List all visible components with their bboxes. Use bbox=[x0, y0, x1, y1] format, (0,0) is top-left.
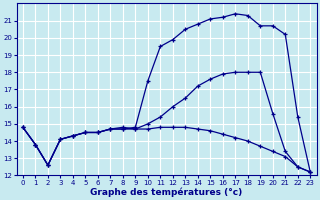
X-axis label: Graphe des températures (°c): Graphe des températures (°c) bbox=[91, 187, 243, 197]
